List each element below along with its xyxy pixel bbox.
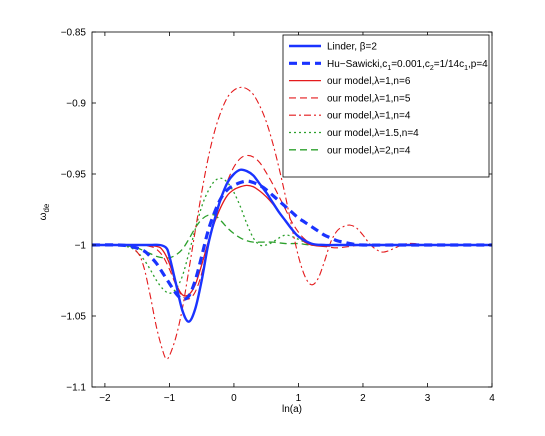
legend-text-part: our model,λ=2,n=4 [327,145,411,156]
ticks-layer: −2 −1 0 1 2 3 4 −1.1 −1.05 −1 −0.95 −0.9 −0.85 [61,28,496,405]
plot-frame [91,31,493,388]
legend-label-5: our model,λ=1,n=4 [327,111,411,122]
x-axis-label: ln(a) [282,404,302,415]
x-tick-label: −1 [164,393,176,404]
legend-text-part: Linder, β=2 [327,42,377,53]
x-tick-label: 2 [360,393,366,404]
series-line-6 [91,177,492,294]
y-axis-label-main: ω [38,212,49,220]
legend-label-4: our model,λ=1,n=5 [327,93,411,104]
legend-box [282,34,490,178]
y-tick-label: −1.05 [61,312,87,323]
legend-text-part: our model,λ=1,n=5 [327,93,411,104]
legend-label-1: Linder, β=2 [327,42,377,53]
y-tick-label: −1 [75,241,87,252]
axes-layer [91,31,493,388]
x-tick-label: 4 [489,393,495,404]
y-tick-label: −0.85 [61,28,87,39]
legend-text-part: our model,λ=1,n=6 [327,76,411,87]
legend-subscript: 1 [464,65,468,72]
y-axis-label-sub: de [42,203,51,212]
legend-text-part: =1/14c [434,59,464,70]
legend-text-part: our model,λ=1.5,n=4 [327,128,419,139]
legend-subscript: 2 [430,65,434,72]
x-tick-label: 0 [231,393,237,404]
legend-label-6: our model,λ=1.5,n=4 [327,128,419,139]
series-line-2 [91,179,492,301]
y-tick-label: −0.95 [61,170,87,181]
y-axis-label: ωde [38,203,51,220]
y-tick-label: −1.1 [66,383,86,394]
legend-text-part: ,p=4 [468,59,488,70]
legend-label-7: our model,λ=2,n=4 [327,145,411,156]
legend-label-3: our model,λ=1,n=6 [327,76,411,87]
legend-text-part: =0.001,c [391,59,430,70]
series-line-7 [91,213,492,259]
legend-text-part: our model,λ=1,n=4 [327,111,411,122]
series-line-5 [91,86,492,360]
x-tick-label: −2 [99,393,111,404]
legend: Linder, β=2Hu−Sawicki,c1=0.001,c2=1/14c1… [282,34,490,178]
legend-label-2: Hu−Sawicki,c1=0.001,c2=1/14c1,p=4 [327,59,488,72]
y-tick-label: −0.9 [66,99,86,110]
x-tick-label: 3 [425,393,431,404]
series-layer [91,86,492,360]
legend-subscript: 1 [387,65,391,72]
series-line-1 [92,168,492,323]
x-tick-label: 1 [296,393,302,404]
legend-text-part: Hu−Sawicki,c [327,59,387,70]
